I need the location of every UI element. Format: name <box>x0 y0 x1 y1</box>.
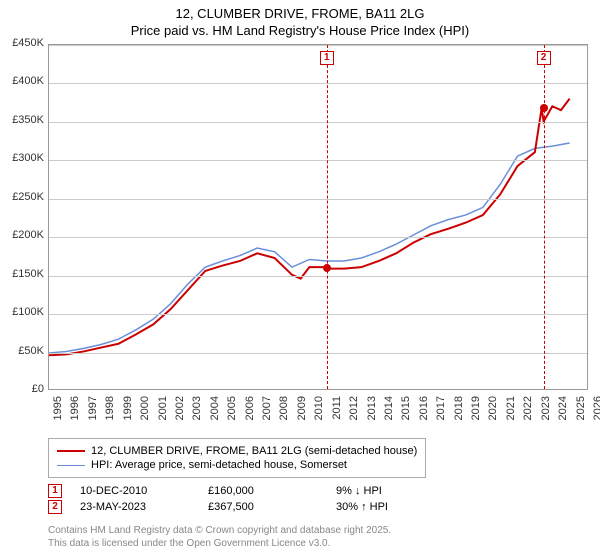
chart-title: 12, CLUMBER DRIVE, FROME, BA11 2LG Price… <box>0 0 600 40</box>
x-axis-label: 1995 <box>52 396 64 428</box>
event-date: 23-MAY-2023 <box>80 501 190 513</box>
title-address: 12, CLUMBER DRIVE, FROME, BA11 2LG <box>0 6 600 23</box>
x-axis-label: 2009 <box>296 396 308 428</box>
plot-area: 12 <box>48 44 588 390</box>
x-axis-label: 2010 <box>313 396 325 428</box>
event-marker-dot <box>323 264 331 272</box>
legend-label-hpi: HPI: Average price, semi-detached house,… <box>91 459 347 471</box>
y-axis-label: £200K <box>2 229 44 241</box>
x-axis-label: 2015 <box>400 396 412 428</box>
event-pct: 30% ↑ HPI <box>336 501 456 513</box>
x-axis-label: 2005 <box>226 396 238 428</box>
gridline-h <box>49 83 587 84</box>
gridline-h <box>49 122 587 123</box>
y-axis-label: £300K <box>2 152 44 164</box>
gridline-h <box>49 237 587 238</box>
gridline-h <box>49 353 587 354</box>
event-table-badge: 1 <box>48 484 62 498</box>
x-axis-label: 2017 <box>435 396 447 428</box>
event-table-badge: 2 <box>48 500 62 514</box>
footer-line1: Contains HM Land Registry data © Crown c… <box>48 524 391 537</box>
x-axis-label: 2020 <box>487 396 499 428</box>
x-axis-label: 2014 <box>383 396 395 428</box>
x-axis-label: 2021 <box>505 396 517 428</box>
x-axis-label: 2008 <box>278 396 290 428</box>
series-svg <box>49 45 587 390</box>
event-line <box>327 45 328 389</box>
event-price: £367,500 <box>208 501 318 513</box>
x-axis-label: 2026 <box>592 396 600 428</box>
event-pct: 9% ↓ HPI <box>336 485 456 497</box>
hpi-chart: 12, CLUMBER DRIVE, FROME, BA11 2LG Price… <box>0 0 600 560</box>
x-axis-label: 2001 <box>157 396 169 428</box>
event-marker-dot <box>540 104 548 112</box>
event-table-row: 2 23-MAY-2023 £367,500 30% ↑ HPI <box>48 500 588 514</box>
legend: 12, CLUMBER DRIVE, FROME, BA11 2LG (semi… <box>48 438 426 478</box>
x-axis-label: 2025 <box>575 396 587 428</box>
gridline-h <box>49 45 587 46</box>
y-axis-label: £0 <box>2 383 44 395</box>
legend-label-property: 12, CLUMBER DRIVE, FROME, BA11 2LG (semi… <box>91 445 417 457</box>
x-axis-label: 2018 <box>453 396 465 428</box>
x-axis-label: 2002 <box>174 396 186 428</box>
x-axis-label: 2011 <box>331 396 343 428</box>
x-axis-label: 2000 <box>139 396 151 428</box>
x-axis-label: 2016 <box>418 396 430 428</box>
x-axis-label: 2019 <box>470 396 482 428</box>
x-axis-label: 1997 <box>87 396 99 428</box>
gridline-h <box>49 199 587 200</box>
y-axis-label: £150K <box>2 268 44 280</box>
event-line <box>544 45 545 389</box>
x-axis-label: 2023 <box>540 396 552 428</box>
event-badge: 1 <box>320 51 334 65</box>
y-axis-label: £100K <box>2 306 44 318</box>
x-axis-label: 1996 <box>69 396 81 428</box>
title-subtitle: Price paid vs. HM Land Registry's House … <box>0 23 600 40</box>
gridline-h <box>49 160 587 161</box>
gridline-h <box>49 314 587 315</box>
x-axis-label: 1998 <box>104 396 116 428</box>
y-axis-label: £250K <box>2 191 44 203</box>
x-axis-label: 2004 <box>209 396 221 428</box>
event-price: £160,000 <box>208 485 318 497</box>
legend-swatch-property <box>57 450 85 452</box>
footer: Contains HM Land Registry data © Crown c… <box>48 524 391 550</box>
event-badge: 2 <box>537 51 551 65</box>
footer-line2: This data is licensed under the Open Gov… <box>48 537 391 550</box>
series-line-hpi <box>49 143 570 353</box>
gridline-h <box>49 276 587 277</box>
x-axis-label: 2013 <box>366 396 378 428</box>
x-axis-label: 2012 <box>348 396 360 428</box>
y-axis-label: £50K <box>2 345 44 357</box>
y-axis-label: £450K <box>2 37 44 49</box>
legend-row-hpi: HPI: Average price, semi-detached house,… <box>57 459 417 471</box>
event-table: 1 10-DEC-2010 £160,000 9% ↓ HPI 2 23-MAY-2023… <box>48 482 588 516</box>
y-axis-label: £400K <box>2 75 44 87</box>
x-axis-label: 2006 <box>244 396 256 428</box>
legend-swatch-hpi <box>57 465 85 466</box>
event-table-row: 1 10-DEC-2010 £160,000 9% ↓ HPI <box>48 484 588 498</box>
x-axis-label: 2022 <box>522 396 534 428</box>
x-axis-label: 2003 <box>191 396 203 428</box>
x-axis-label: 1999 <box>122 396 134 428</box>
x-axis-label: 2007 <box>261 396 273 428</box>
series-line-property <box>49 99 570 356</box>
event-date: 10-DEC-2010 <box>80 485 190 497</box>
x-axis-label: 2024 <box>557 396 569 428</box>
y-axis-label: £350K <box>2 114 44 126</box>
legend-row-property: 12, CLUMBER DRIVE, FROME, BA11 2LG (semi… <box>57 445 417 457</box>
